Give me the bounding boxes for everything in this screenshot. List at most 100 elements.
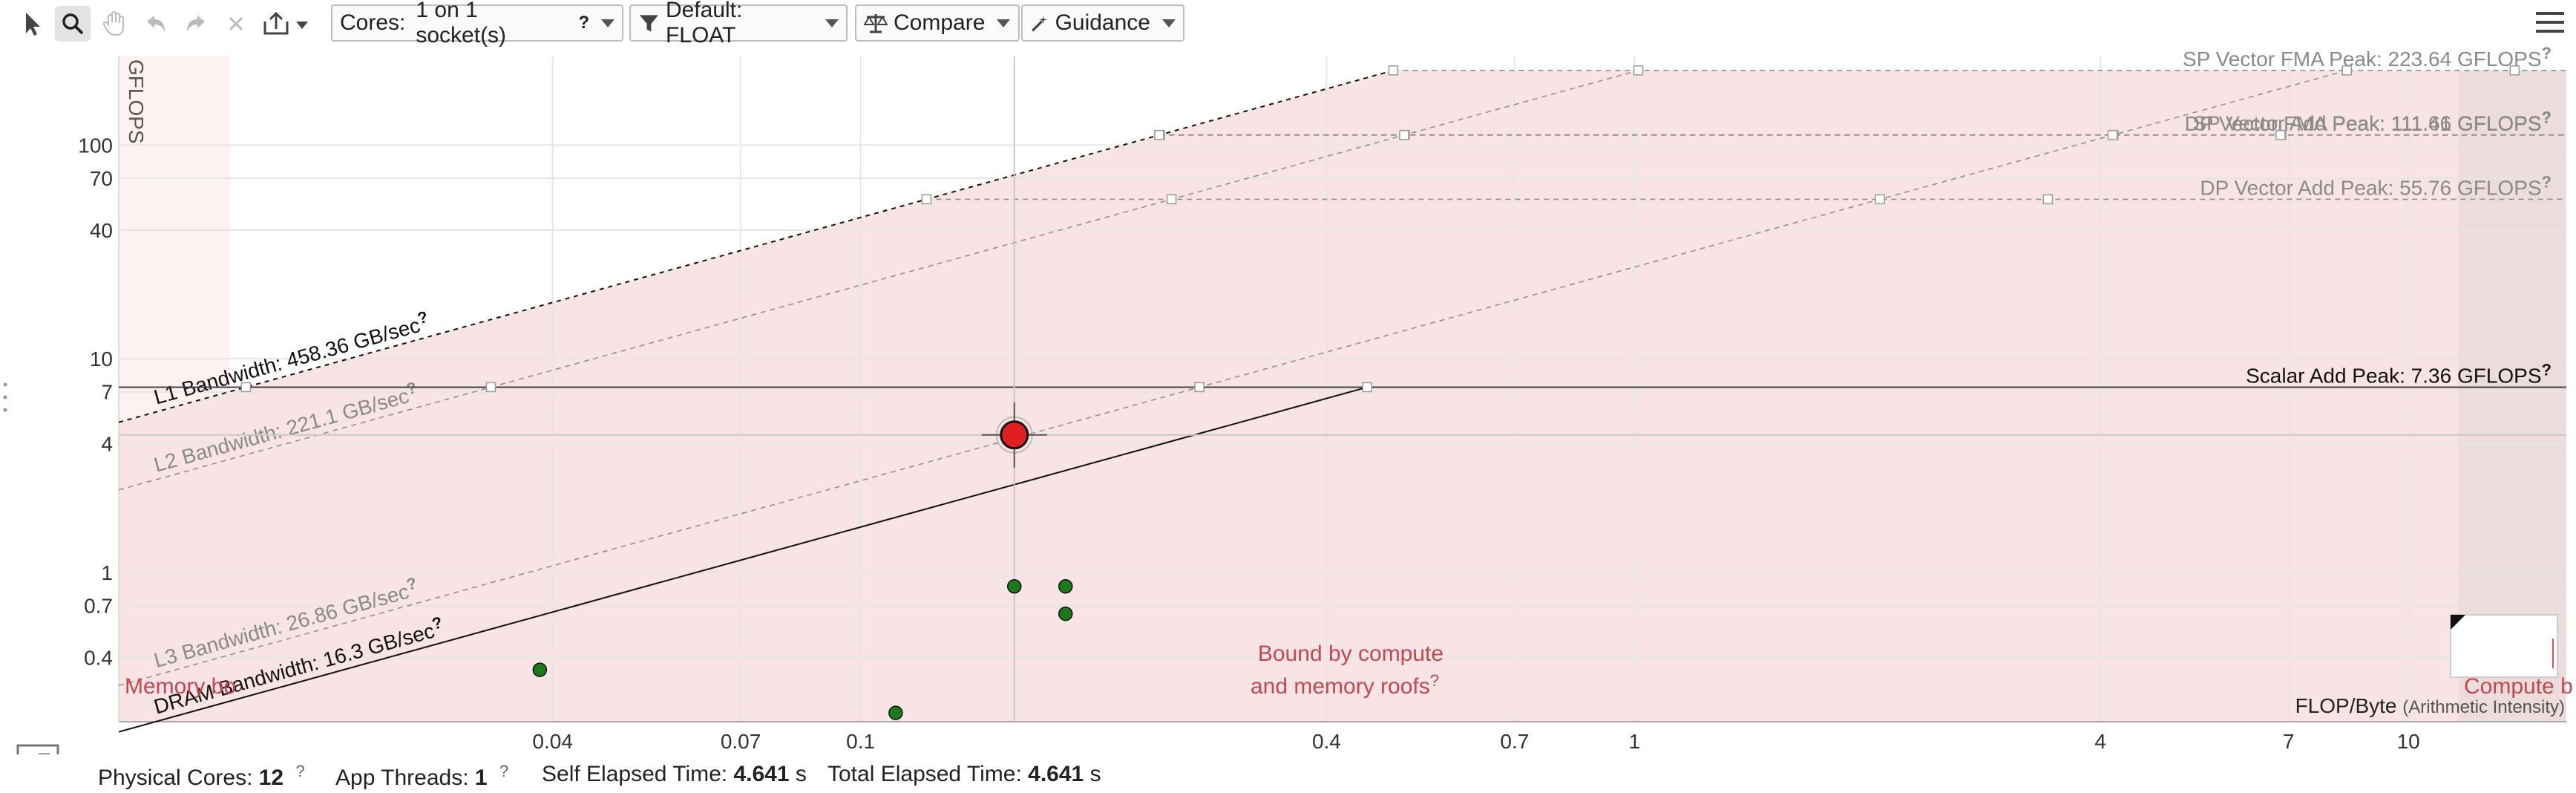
compute-roof-label: SP Vector Add Peak: 111.66 GFLOPS? bbox=[2192, 108, 2552, 135]
roof-intersection-marker bbox=[2509, 65, 2520, 76]
scales-icon bbox=[864, 14, 888, 33]
roofline-plot[interactable]: 0.4 0.7 1 4 7 10 40 70 100 0.04 0.07 0.1 0.4 0.7 1 4 7 10… bbox=[0, 0, 2576, 753]
region-label-line2: and memory roofs? bbox=[1251, 671, 1439, 699]
roof-intersection-marker bbox=[2275, 130, 2286, 140]
region-label-line1: Bound by compute bbox=[1258, 642, 1443, 666]
x-tick-label: 0.1 bbox=[846, 730, 875, 750]
y-tick-label: 70 bbox=[90, 167, 113, 190]
roof-intersection-marker bbox=[1166, 194, 1177, 205]
loop-point[interactable] bbox=[888, 705, 903, 720]
pan-hand-icon[interactable] bbox=[96, 6, 132, 42]
total-elapsed-label: Total Elapsed Time: bbox=[827, 762, 1022, 786]
roof-intersection-marker bbox=[2341, 65, 2352, 76]
chevron-down-icon bbox=[1162, 19, 1176, 27]
close-icon[interactable] bbox=[218, 6, 254, 42]
app-threads-label: App Threads: bbox=[335, 766, 469, 790]
status-bar: Physical Cores: 12 ? App Threads: 1 ? Se… bbox=[0, 754, 2576, 793]
loop-point[interactable] bbox=[1007, 578, 1022, 594]
cores-dropdown[interactable]: Cores: 1 on 1 socket(s) ? bbox=[331, 0, 623, 48]
total-elapsed-value: 4.641 bbox=[1028, 762, 1084, 786]
loop-point[interactable] bbox=[1058, 578, 1073, 594]
compute-roof-label: DP Vector Add Peak: 55.76 GFLOPS? bbox=[2200, 172, 2552, 199]
export-icon[interactable] bbox=[258, 6, 318, 42]
compare-label: Compare bbox=[894, 10, 986, 35]
loop-point[interactable] bbox=[1058, 606, 1073, 621]
self-elapsed-unit: s bbox=[795, 762, 807, 786]
y-axis-title: GFLOPS bbox=[125, 59, 148, 144]
y-tick-label: 4 bbox=[101, 433, 113, 456]
guidance-label: Guidance bbox=[1055, 10, 1150, 35]
physical-cores-value: 12 bbox=[258, 766, 284, 790]
filter-dropdown[interactable]: Default: FLOAT bbox=[629, 0, 848, 48]
zoom-icon[interactable] bbox=[55, 6, 91, 42]
y-tick-label: 0.4 bbox=[84, 646, 113, 669]
pointer-icon[interactable] bbox=[15, 6, 50, 42]
roof-intersection-marker bbox=[921, 194, 932, 205]
self-elapsed-label: Self Elapsed Time: bbox=[542, 762, 728, 786]
memory-roof-line[interactable] bbox=[118, 69, 1394, 423]
compute-bound-region bbox=[2458, 70, 2566, 722]
x-tick-label: 0.4 bbox=[1312, 730, 1341, 750]
x-tick-label: 4 bbox=[2094, 730, 2106, 750]
roof-intersection-marker bbox=[1388, 65, 1399, 76]
x-tick-label: 0.07 bbox=[721, 730, 761, 750]
chevron-down-icon bbox=[601, 19, 614, 27]
help-icon[interactable]: ? bbox=[499, 762, 509, 780]
x-tick-label: 10 bbox=[2397, 730, 2420, 750]
chevron-down-icon bbox=[997, 19, 1011, 27]
x-tick-label: 0.04 bbox=[532, 730, 573, 750]
physical-cores-label: Physical Cores: bbox=[98, 766, 253, 790]
minimap-thumbnail[interactable] bbox=[2450, 614, 2558, 678]
left-rail bbox=[0, 0, 10, 793]
roof-intersection-marker bbox=[1633, 65, 1644, 76]
y-tick-label: 0.7 bbox=[84, 594, 113, 617]
compare-dropdown[interactable]: Compare bbox=[855, 4, 1020, 42]
memory-roof-line[interactable] bbox=[118, 386, 1368, 733]
roof-intersection-marker bbox=[1875, 194, 1885, 205]
guidance-dropdown[interactable]: Guidance bbox=[1021, 4, 1184, 42]
filter-label: Default: FLOAT bbox=[665, 0, 743, 48]
roof-intersection-marker bbox=[1154, 130, 1164, 140]
roof-intersection-marker bbox=[1399, 130, 1409, 140]
self-elapsed-time: Self Elapsed Time: 4.641 s bbox=[542, 762, 807, 787]
roof-intersection-marker bbox=[2042, 194, 2054, 205]
selected-loop-point[interactable] bbox=[1000, 420, 1029, 450]
y-tick-label: 7 bbox=[101, 381, 113, 404]
physical-cores: Physical Cores: 12 ? bbox=[98, 762, 305, 791]
hamburger-menu-icon[interactable] bbox=[2536, 10, 2564, 34]
cores-value: 1 on 1 socket(s) bbox=[416, 0, 507, 48]
roof-intersection-marker bbox=[485, 382, 496, 393]
x-tick-label: 7 bbox=[2283, 730, 2295, 750]
help-icon[interactable]: ? bbox=[295, 762, 305, 780]
cores-label: Cores: bbox=[340, 10, 406, 35]
app-threads-value: 1 bbox=[474, 766, 488, 790]
roof-intersection-marker bbox=[240, 382, 252, 393]
magic-wand-icon bbox=[1032, 15, 1048, 32]
compute-roof-label: SP Vector FMA Peak: 223.64 GFLOPS? bbox=[2183, 44, 2552, 71]
y-tick-label: 10 bbox=[90, 347, 113, 371]
minimap-corner-icon bbox=[2451, 615, 2465, 630]
y-tick-label: 1 bbox=[101, 561, 113, 584]
x-axis-title: FLOP/Byte (Arithmetic Intensity) bbox=[2295, 694, 2565, 717]
toolbar: Cores: 1 on 1 socket(s) ? Default: FLOAT… bbox=[0, 0, 2576, 48]
redo-icon[interactable] bbox=[178, 6, 214, 42]
filter-icon bbox=[639, 15, 659, 32]
undo-icon[interactable] bbox=[138, 6, 174, 42]
cores-help-icon[interactable]: ? bbox=[578, 13, 589, 33]
roof-intersection-marker bbox=[1194, 382, 1205, 393]
compute-roof-label: DP Vector FMA Peak: 111.41 GFLOPS? bbox=[2185, 108, 2552, 135]
roof-intersection-marker bbox=[1362, 382, 1373, 393]
memory-bound-label: Memory bo bbox=[125, 674, 236, 699]
self-elapsed-value: 4.641 bbox=[733, 762, 790, 786]
total-elapsed-time: Total Elapsed Time: 4.641 s bbox=[827, 762, 1101, 787]
compute-roof-label: Scalar Add Peak: 7.36 GFLOPS? bbox=[2246, 360, 2552, 387]
memory-roof-line[interactable] bbox=[118, 70, 1639, 491]
compute-bound-label: Compute b bbox=[2464, 674, 2573, 699]
x-tick-label: 0.7 bbox=[1500, 730, 1529, 750]
x-tick-label: 1 bbox=[1629, 730, 1641, 750]
y-tick-label: 40 bbox=[90, 219, 113, 242]
app-threads: App Threads: 1 ? bbox=[335, 762, 508, 791]
resize-grip-icon[interactable] bbox=[2, 379, 8, 416]
loop-point[interactable] bbox=[532, 662, 548, 677]
